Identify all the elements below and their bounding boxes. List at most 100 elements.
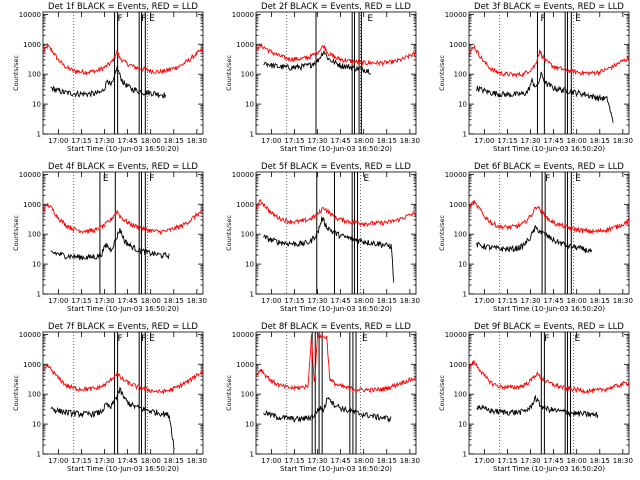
x-tick-label: 18:15 <box>590 137 610 145</box>
x-tick-label: 18:15 <box>164 457 184 465</box>
y-tick-label: 1000 <box>236 41 254 49</box>
y-tick-label: 1 <box>463 131 467 139</box>
plot-frame <box>255 331 417 455</box>
lld-series-line <box>42 42 204 76</box>
x-tick-label: 18:30 <box>613 137 633 145</box>
y-axis-label: Counts/sec <box>225 55 233 91</box>
y-tick-label: 10000 <box>445 11 467 19</box>
x-tick-label: 18:00 <box>567 137 587 145</box>
x-tick-label: 17:30 <box>94 137 114 145</box>
x-tick-label: 18:15 <box>377 297 397 305</box>
x-axis-label: Start Time (10-Jun-03 16:50:20) <box>67 145 179 153</box>
x-axis-label: Start Time (10-Jun-03 16:50:20) <box>67 305 179 313</box>
y-tick-label: 100 <box>241 231 254 239</box>
y-tick-label: 100 <box>241 391 254 399</box>
y-tick-label: 100 <box>454 391 467 399</box>
y-tick-label: 10 <box>32 421 41 429</box>
panel-1: Det 1f BLACK = Events, RED = LLD 1 10 100 10… <box>12 2 207 153</box>
flag-letter: F <box>544 334 549 344</box>
y-tick-label: 1 <box>250 131 254 139</box>
y-tick-label: 10 <box>32 101 41 109</box>
x-tick-label: 17:00 <box>474 457 494 465</box>
x-tick-label: 17:30 <box>307 137 327 145</box>
panel-2: Det 2f BLACK = Events, RED = LLD 1 10 100 10… <box>225 2 420 153</box>
x-tick-label: 18:00 <box>354 137 374 145</box>
lld-series-line <box>255 198 417 228</box>
y-axis-label: Counts/sec <box>225 375 233 411</box>
flag-letter: E <box>575 334 581 344</box>
x-tick-label: 17:45 <box>331 457 351 465</box>
x-tick-label: 17:00 <box>48 137 68 145</box>
lld-series-line <box>256 42 416 67</box>
x-tick-label: 18:15 <box>164 297 184 305</box>
x-tick-label: 18:30 <box>613 457 633 465</box>
y-tick-label: 100 <box>28 231 41 239</box>
panel-9: Det 9f BLACK = Events, RED = LLD 1 10 100 10… <box>438 322 633 473</box>
x-tick-label: 17:45 <box>118 297 138 305</box>
events-series-line <box>50 65 167 99</box>
x-axis-label: Start Time (10-Jun-03 16:50:20) <box>280 465 392 473</box>
flag-letter: E <box>364 174 370 184</box>
y-axis-label: Counts/sec <box>438 55 446 91</box>
x-tick-label: 17:15 <box>71 297 91 305</box>
panel-title: Det 9f BLACK = Events, RED = LLD <box>474 322 624 332</box>
flag-letter: F <box>118 14 123 24</box>
y-tick-label: 10 <box>245 261 254 269</box>
y-tick-label: 10000 <box>232 171 254 179</box>
y-tick-label: 1000 <box>236 201 254 209</box>
x-tick-label: 17:00 <box>48 297 68 305</box>
x-tick-label: 17:45 <box>544 457 564 465</box>
x-axis-label: Start Time (10-Jun-03 16:50:20) <box>493 145 605 153</box>
y-axis-label: Counts/sec <box>12 375 20 411</box>
y-tick-label: 1 <box>250 291 254 299</box>
x-tick-label: 18:00 <box>354 457 374 465</box>
plot-frame <box>468 331 630 455</box>
panel-5: Det 5f BLACK = Events, RED = LLD 1 10 100 10… <box>225 162 420 313</box>
events-series-line <box>476 71 614 123</box>
lld-series-line <box>255 333 416 393</box>
panel-title: Det 2f BLACK = Events, RED = LLD <box>261 2 411 12</box>
plot-frame <box>255 11 417 135</box>
x-tick-label: 18:00 <box>141 457 161 465</box>
x-tick-label: 18:15 <box>164 137 184 145</box>
x-axis-label: Start Time (10-Jun-03 16:50:20) <box>280 305 392 313</box>
plot-frame <box>42 11 204 135</box>
events-series-line <box>263 396 392 423</box>
x-tick-label: 17:45 <box>331 137 351 145</box>
panel-4: Det 4f BLACK = Events, RED = LLD 1 10 100 10… <box>12 162 207 313</box>
x-tick-label: 17:00 <box>261 297 281 305</box>
x-tick-label: 17:15 <box>497 137 517 145</box>
flag-letter: E <box>575 174 581 184</box>
panel-7: Det 7f BLACK = Events, RED = LLD 1 10 100 10… <box>12 322 207 473</box>
y-tick-label: 10 <box>458 101 467 109</box>
lld-series-line <box>42 203 204 236</box>
y-axis-label: Counts/sec <box>438 375 446 411</box>
x-tick-label: 18:15 <box>377 457 397 465</box>
x-tick-label: 17:15 <box>284 457 304 465</box>
lld-series-line <box>468 199 630 235</box>
x-tick-label: 18:15 <box>377 137 397 145</box>
x-axis-label: Start Time (10-Jun-03 16:50:20) <box>493 305 605 313</box>
y-tick-label: 10000 <box>232 331 254 339</box>
y-tick-label: 10000 <box>445 331 467 339</box>
flag-letter: E <box>367 14 373 24</box>
x-tick-label: 17:00 <box>474 297 494 305</box>
x-tick-label: 18:30 <box>187 137 207 145</box>
flag-letter: F <box>118 334 123 344</box>
lld-series-line <box>42 363 204 394</box>
y-tick-label: 100 <box>241 71 254 79</box>
flag-letter: F <box>141 334 146 344</box>
x-axis-label: Start Time (10-Jun-03 16:50:20) <box>67 465 179 473</box>
x-tick-label: 18:30 <box>187 457 207 465</box>
x-tick-label: 17:45 <box>544 137 564 145</box>
panel-6: Det 6f BLACK = Events, RED = LLD 1 10 100 10… <box>438 162 633 313</box>
panel-3: Det 3f BLACK = Events, RED = LLD 1 10 100 10… <box>438 2 633 153</box>
x-tick-label: 18:00 <box>567 297 587 305</box>
x-axis-label: Start Time (10-Jun-03 16:50:20) <box>280 145 392 153</box>
plot-frame <box>255 171 417 295</box>
flag-letter: E <box>149 334 155 344</box>
x-tick-label: 17:00 <box>261 457 281 465</box>
x-tick-label: 17:00 <box>48 457 68 465</box>
lld-series-line <box>468 44 630 78</box>
x-tick-label: 18:00 <box>354 297 374 305</box>
